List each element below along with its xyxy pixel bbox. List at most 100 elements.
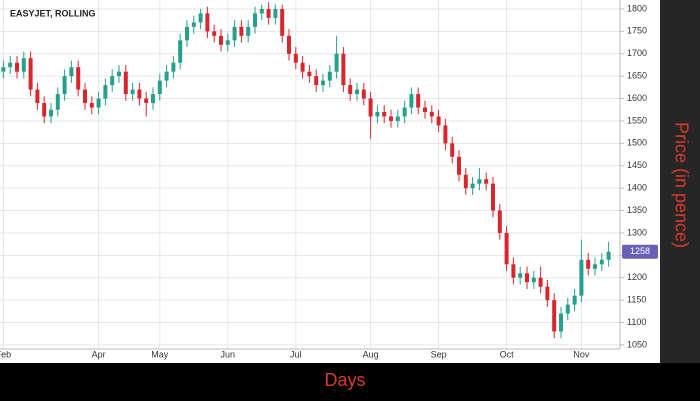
candle-body — [164, 71, 169, 81]
candle-body — [552, 300, 557, 332]
candle-body — [96, 98, 101, 108]
candle-body — [198, 13, 203, 23]
candle-body — [314, 76, 319, 86]
candle-body — [1, 67, 6, 72]
candle-body — [355, 89, 359, 95]
candle-body — [49, 109, 53, 117]
x-tick-label: Oct — [500, 349, 515, 359]
candle-body — [409, 94, 414, 108]
candle-body — [593, 264, 597, 269]
candle-body — [559, 313, 563, 332]
candle-body — [273, 8, 278, 18]
candle-body — [225, 40, 230, 45]
x-tick-label: Feb — [0, 349, 11, 359]
y-tick-label: 1400 — [627, 183, 647, 193]
candle-body — [538, 277, 543, 287]
x-tick-label: Apr — [92, 349, 106, 359]
candle-body — [389, 116, 393, 121]
candle-body — [300, 62, 305, 72]
candle-body — [232, 26, 237, 41]
candle-body — [572, 295, 577, 305]
candle-body — [151, 94, 155, 104]
candle-body — [205, 13, 210, 32]
candle-body — [55, 94, 60, 110]
y-axis-label: Price (in pence) — [671, 122, 691, 248]
candle-body — [484, 179, 489, 184]
candle-body — [565, 304, 570, 314]
candle-body — [327, 71, 332, 81]
candle-body — [504, 232, 509, 265]
candle-body — [423, 107, 427, 112]
candle-body — [443, 125, 448, 144]
y-tick-label: 1450 — [627, 160, 647, 170]
side-panel — [660, 0, 700, 363]
candle-body — [518, 273, 523, 278]
candle-body — [219, 35, 223, 45]
candle-body — [511, 264, 516, 278]
x-tick-label: Sep — [431, 349, 447, 359]
candle-body — [436, 116, 441, 126]
y-tick-label: 1550 — [627, 115, 647, 125]
candle-body — [110, 76, 115, 86]
candle-body — [89, 103, 94, 108]
candle-body — [321, 80, 325, 86]
candle-body — [395, 116, 400, 121]
candle-body — [293, 53, 298, 63]
candle-body — [307, 71, 312, 77]
y-tick-label: 1050 — [627, 339, 647, 349]
candle-body — [382, 111, 387, 117]
candle-body — [606, 251, 611, 260]
candles — [1, 2, 611, 339]
candle-body — [348, 85, 353, 95]
candle-body — [341, 53, 346, 86]
last-price-label: 1258 — [630, 246, 650, 256]
candle-body — [525, 273, 529, 283]
candle-body — [599, 259, 604, 265]
candle-body — [280, 8, 285, 36]
y-tick-label: 1350 — [627, 205, 647, 215]
candle-body — [191, 22, 196, 27]
candle-body — [361, 89, 366, 99]
x-axis-label: Days — [324, 370, 365, 390]
candle-body — [28, 58, 33, 90]
candle-body — [253, 13, 257, 27]
y-tick-label: 1750 — [627, 26, 647, 36]
y-tick-label: 1500 — [627, 138, 647, 148]
candle-body — [470, 183, 475, 189]
candle-body — [375, 111, 380, 117]
candle-body — [21, 58, 26, 72]
chart-title: EASYJET, ROLLING — [10, 8, 96, 18]
candle-body — [457, 156, 461, 175]
candle-body — [178, 40, 183, 63]
candle-body — [586, 259, 591, 269]
y-tick-label: 1150 — [627, 295, 646, 305]
candle-body — [117, 71, 121, 77]
candle-body — [266, 8, 271, 18]
candle-body — [15, 62, 19, 72]
candle-body — [531, 277, 536, 283]
y-tick-label: 1650 — [627, 71, 647, 81]
y-tick-label: 1600 — [627, 93, 647, 103]
candle-body — [463, 174, 468, 189]
candle-body — [103, 85, 108, 99]
candle-body — [477, 179, 482, 184]
candle-body — [62, 76, 67, 95]
candle-body — [35, 89, 40, 104]
candle-body — [259, 8, 264, 14]
candle-body — [157, 80, 162, 95]
candle-body — [497, 210, 502, 233]
plot-background — [0, 0, 660, 363]
candle-body — [212, 31, 217, 36]
candle-body — [287, 35, 291, 54]
candle-body — [137, 89, 142, 99]
x-tick-label: Jul — [290, 349, 302, 359]
x-tick-label: Aug — [363, 349, 379, 359]
grid-layer — [0, 0, 620, 350]
y-tick-label: 1100 — [627, 317, 646, 327]
candle-body — [130, 89, 135, 95]
candle-body — [123, 71, 128, 95]
y-tick-label: 1300 — [627, 227, 647, 237]
candle-body — [545, 286, 550, 301]
x-tick-label: May — [151, 349, 169, 359]
